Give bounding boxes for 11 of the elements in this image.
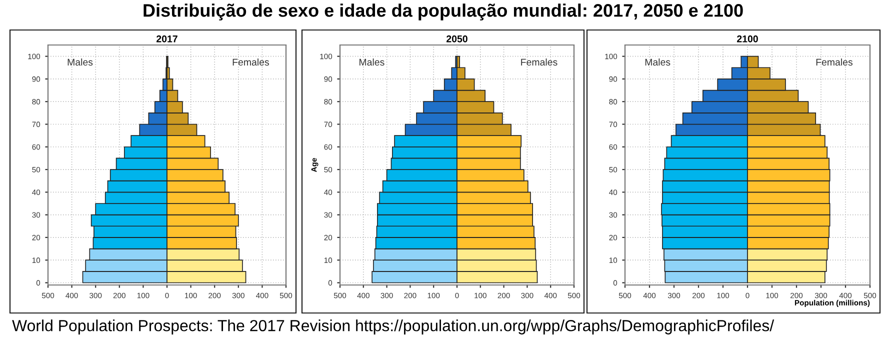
annotation: Females (232, 58, 269, 66)
text: World Population Prospects: The 2017 Revision https://population.un.org/wpp/Graphs/DemographicProfiles/ (12, 320, 774, 334)
chart-title: 2017 (156, 35, 178, 42)
annotation: Females (521, 58, 558, 66)
text: Distribuição de sexo e idade da população mundial: 2017, 2050 e 2100 (144, 4, 743, 20)
annotation: Males (68, 58, 93, 66)
annotation: Females (816, 58, 852, 66)
annotation: Males (645, 58, 670, 66)
chart-title: 2100 (737, 35, 758, 42)
annotation: Males (360, 58, 384, 66)
chart-title: 2050 (446, 35, 468, 42)
